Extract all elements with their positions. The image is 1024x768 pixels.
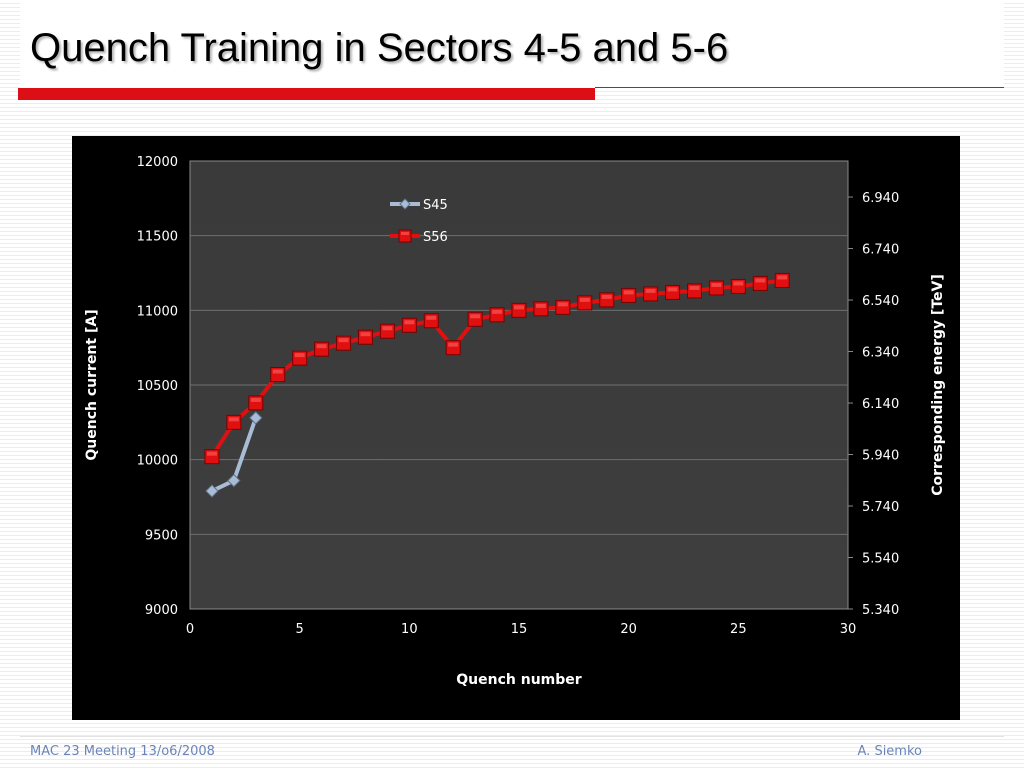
data-point-s56-shine	[557, 302, 568, 307]
title-underline-rule	[595, 87, 1004, 88]
y-tick-label: 10000	[137, 454, 178, 469]
x-tick-label: 15	[511, 622, 528, 637]
data-point-s56-shine	[492, 309, 503, 314]
legend-label-s56: S56	[423, 230, 448, 245]
y2-tick-label: 6.340	[862, 346, 899, 361]
data-point-s56-shine	[382, 326, 393, 331]
x-tick-label: 30	[840, 622, 857, 637]
data-point-s56-shine	[470, 314, 481, 319]
data-point-s45	[227, 473, 241, 488]
data-point-s56-shine	[448, 342, 459, 347]
data-point-s56-shine	[711, 282, 722, 287]
data-point-s56-shine	[623, 290, 634, 295]
x-tick-label: 20	[620, 622, 637, 637]
data-point-s56-shine	[228, 417, 239, 422]
data-point-s56-shine	[689, 285, 700, 290]
legend-marker-s45	[399, 198, 411, 210]
footer-meeting-info: MAC 23 Meeting 13/o6/2008	[30, 744, 215, 759]
slide-title: Quench Training in Sectors 4-5 and 5-6	[30, 26, 729, 70]
data-point-s56-shine	[667, 287, 678, 292]
x-tick-label: 10	[401, 622, 418, 637]
data-point-s56-shine	[272, 369, 283, 374]
footer-author: A. Siemko	[857, 744, 922, 759]
y-tick-label: 9000	[145, 603, 178, 618]
x-tick-label: 0	[186, 622, 194, 637]
title-panel	[20, 0, 1004, 88]
data-point-s56-shine	[206, 451, 217, 456]
y2-tick-label: 6.540	[862, 294, 899, 309]
y2-tick-label: 5.540	[862, 552, 899, 567]
y-axis-title: Quench current [A]	[84, 309, 100, 460]
data-point-s56-shine	[645, 288, 656, 293]
data-point-s56-shine	[777, 275, 788, 280]
y-tick-label: 11000	[137, 304, 178, 319]
y2-tick-label: 6.740	[862, 243, 899, 258]
data-point-s45	[249, 411, 263, 425]
y2-tick-label: 5.340	[862, 603, 899, 618]
data-point-s56-shine	[514, 305, 524, 310]
data-point-s56-shine	[316, 344, 327, 349]
data-point-s56-shine	[579, 297, 590, 302]
y-tick-label: 11500	[137, 230, 178, 245]
legend-marker-s56	[398, 229, 412, 243]
data-point-s56-shine	[338, 338, 349, 343]
title-underline-bar	[18, 88, 595, 100]
data-point-s56-shine	[755, 278, 766, 283]
data-point-s45	[205, 484, 219, 498]
y-tick-label: 10500	[137, 379, 178, 394]
data-point-s56-shine	[360, 332, 371, 337]
quench-training-chart: 9000 9500 10000 10500 11000 11500 12000 5.340 5.…	[84, 155, 946, 688]
data-point-s56-shine	[733, 281, 744, 286]
y2-axis-title: Corresponding energy [TeV]	[930, 274, 946, 496]
x-tick-label: 25	[730, 622, 747, 637]
y2-tick-label: 5.740	[862, 500, 899, 515]
y-tick-label: 9500	[145, 528, 178, 543]
y2-tick-label: 6.940	[862, 191, 899, 206]
chart-panel: 9000 9500 10000 10500 11000 11500 12000 5.340 5.…	[72, 136, 960, 720]
y2-tick-label: 6.140	[862, 397, 899, 412]
data-point-s56-shine	[250, 397, 261, 402]
data-point-s56-shine	[601, 294, 612, 299]
x-tick-label: 5	[296, 622, 304, 637]
data-point-s56-shine	[426, 315, 437, 320]
data-point-s56-shine	[535, 303, 546, 308]
legend-label-s45: S45	[423, 198, 448, 213]
y-tick-label: 12000	[137, 155, 178, 170]
x-axis-title: Quench number	[456, 672, 582, 688]
data-point-s56-shine	[404, 320, 415, 325]
legend-marker-s56-shine	[401, 232, 409, 235]
footer-divider	[20, 736, 1004, 739]
data-point-s56-shine	[294, 353, 305, 358]
y2-tick-label: 5.940	[862, 449, 899, 464]
